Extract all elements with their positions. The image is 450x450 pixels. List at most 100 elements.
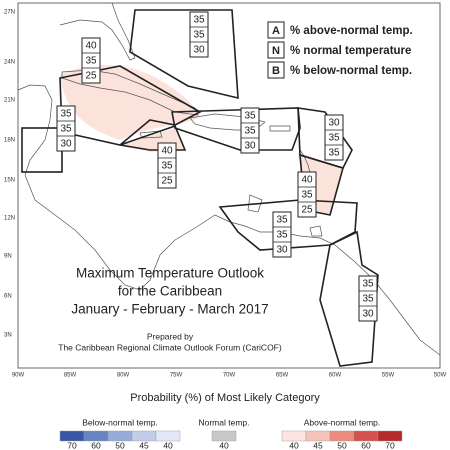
probability-value: 30 <box>244 141 256 152</box>
probability-value: 35 <box>85 56 97 67</box>
lat-label: 3N <box>4 333 12 339</box>
colorbar-group-label: Above-normal temp. <box>304 417 381 427</box>
colorbar-tick: 45 <box>313 440 323 450</box>
colorbar-tick: 50 <box>115 440 125 450</box>
credit-line: The Caribbean Regional Climate Outlook F… <box>58 342 282 352</box>
probability-value: 35 <box>328 148 340 159</box>
probability-value: 35 <box>60 109 72 120</box>
probability-value: 35 <box>362 294 374 305</box>
axes: 27N 24N 21N 18N 15N 12N 9N 6N 3N 90W 85W 80W 75W 70W 6… <box>4 10 447 379</box>
colorbar-title: Probability (%) of Most Likely Category <box>130 392 320 404</box>
lat-label: 12N <box>4 216 15 222</box>
zone-box: 35 35 30 <box>189 11 209 58</box>
lat-label: 27N <box>4 10 15 16</box>
colorbar-tick: 40 <box>163 440 173 450</box>
zone-box: 40 35 25 <box>297 171 317 218</box>
lat-label: 18N <box>4 138 15 144</box>
box-frame <box>81 37 101 84</box>
colorbar-group-label: Normal temp. <box>198 417 249 427</box>
legend-text: % below-normal temp. <box>290 65 412 77</box>
colorbar-swatch <box>377 430 403 442</box>
zones <box>21 9 379 367</box>
legend-text: % above-normal temp. <box>290 25 413 37</box>
colorbar-tick: 70 <box>385 440 395 450</box>
legend-key-box <box>267 61 285 79</box>
lat-label: 9N <box>4 254 12 260</box>
zone-box: 35 35 30 <box>358 275 378 322</box>
box-frame <box>157 142 177 189</box>
colorbar-swatch <box>211 430 237 442</box>
zone-box: 40 35 25 <box>157 142 177 189</box>
probability-value: 30 <box>276 245 288 256</box>
lon-label: 60W <box>329 373 342 379</box>
probability-value: 40 <box>161 146 173 157</box>
title-line: Maximum Temperature Outlook <box>76 266 264 281</box>
probability-value: 30 <box>362 309 374 320</box>
box-frame <box>189 11 209 58</box>
lon-label: 85W <box>64 373 77 379</box>
legend-key-box <box>267 41 285 59</box>
legend-key: B <box>272 65 280 77</box>
colorbar-tick: 60 <box>361 440 371 450</box>
lon-label: 50W <box>434 373 447 379</box>
colorbar-tick: 60 <box>91 440 101 450</box>
probability-value: 35 <box>301 190 313 201</box>
title-line: for the Caribbean <box>118 284 222 299</box>
colorbar: Below-normal temp. 70 60 50 45 40 Normal temp.… <box>59 417 403 450</box>
zone-box: 35 35 30 <box>56 105 76 152</box>
probability-value: 30 <box>328 118 340 129</box>
probability-value: 35 <box>60 124 72 135</box>
probability-value: 35 <box>362 279 374 290</box>
colorbar-tick: 50 <box>337 440 347 450</box>
probability-value: 30 <box>60 139 72 150</box>
legend-key-box <box>267 21 285 39</box>
zone-box: 35 35 30 <box>272 211 292 258</box>
probability-value: 35 <box>276 215 288 226</box>
probability-value: 40 <box>85 41 97 52</box>
probability-boxes: 35 35 30 40 35 25 35 35 30 35 35 30 30 35 35 40 35 25 40 35… <box>56 11 378 322</box>
legend-key: N <box>272 45 280 57</box>
probability-value: 35 <box>244 111 256 122</box>
lat-label: 6N <box>4 294 12 300</box>
lat-label: 15N <box>4 178 15 184</box>
legend-key: A <box>272 25 280 37</box>
box-frame <box>272 211 292 258</box>
legend: A % above-normal temp. N % normal temperatu… <box>264 20 424 82</box>
lat-label: 21N <box>4 98 15 104</box>
legend-text: % normal temperature <box>290 45 411 57</box>
probability-value: 25 <box>85 71 97 82</box>
zone-box: 40 35 25 <box>81 37 101 84</box>
box-frame <box>358 275 378 322</box>
map-frame <box>17 2 441 369</box>
probability-value: 25 <box>301 205 313 216</box>
zone-box: 35 35 30 <box>240 107 260 154</box>
probability-value: 35 <box>193 30 205 41</box>
probability-value: 35 <box>161 161 173 172</box>
box-frame <box>297 171 317 218</box>
lat-label: 24N <box>4 60 15 66</box>
lon-label: 55W <box>382 373 395 379</box>
colorbar-tick: 70 <box>67 440 77 450</box>
lon-label: 90W <box>12 373 25 379</box>
title: Maximum Temperature Outlook for the Cari… <box>71 266 268 317</box>
colorbar-tick: 40 <box>219 440 229 450</box>
title-line: January - February - March 2017 <box>71 302 268 317</box>
colorbar-swatch <box>155 430 181 442</box>
probability-value: 35 <box>328 133 340 144</box>
zone-box: 30 35 35 <box>324 114 344 161</box>
lon-label: 70W <box>223 373 236 379</box>
probability-value: 35 <box>193 15 205 26</box>
colorbar-tick: 40 <box>289 440 299 450</box>
probability-value: 30 <box>193 45 205 56</box>
lon-label: 75W <box>170 373 183 379</box>
probability-value: 35 <box>244 126 256 137</box>
probability-value: 25 <box>161 176 173 187</box>
credit-line: Prepared by <box>147 331 194 341</box>
box-frame <box>56 105 76 152</box>
box-frame <box>324 114 344 161</box>
colorbar-tick: 45 <box>139 440 149 450</box>
lon-label: 65W <box>276 373 289 379</box>
box-frame <box>240 107 260 154</box>
legend-bg <box>264 20 424 82</box>
